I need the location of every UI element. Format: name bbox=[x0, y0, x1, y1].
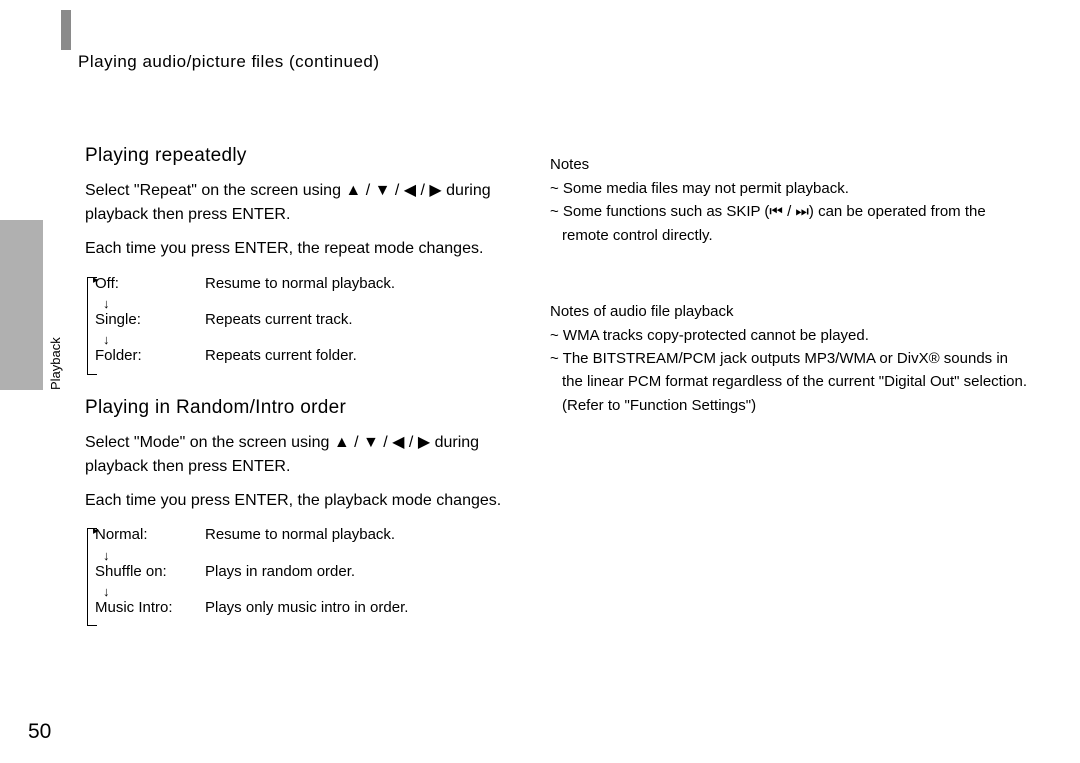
mode-key: Single: bbox=[95, 310, 205, 330]
random-p2: Each time you press ENTER, the playback … bbox=[85, 489, 505, 514]
mode-row: Normal: Resume to normal playback. bbox=[95, 525, 505, 545]
side-tab-label: Playback bbox=[48, 337, 63, 390]
mode-row: Off: Resume to normal playback. bbox=[95, 274, 505, 294]
mode-key: Shufﬂe on: bbox=[95, 562, 205, 582]
note-line: ~ Some functions such as SKIP (⏮ / ⏭) ca… bbox=[550, 200, 1030, 247]
mode-row: Shufﬂe on: Plays in random order. bbox=[95, 562, 505, 582]
mode-val: Resume to normal playback. bbox=[205, 525, 505, 545]
mode-key: Folder: bbox=[95, 346, 205, 366]
left-column: Playing repeatedly Select "Repeat" on th… bbox=[85, 145, 505, 648]
note-line: ~ Some media ﬁles may not permit playbac… bbox=[550, 177, 1030, 200]
mode-key: Off: bbox=[95, 274, 205, 294]
repeat-modes: ▸ Off: Resume to normal playback. ↓ Sing… bbox=[95, 274, 505, 367]
cycle-bracket bbox=[87, 528, 97, 626]
repeat-p1: Select "Repeat" on the screen using ▲ / … bbox=[85, 179, 505, 227]
mode-row: Music Intro: Plays only music intro in o… bbox=[95, 598, 505, 618]
cycle-bracket bbox=[87, 277, 97, 375]
mode-key: Normal: bbox=[95, 525, 205, 545]
down-arrow-icon: ↓ bbox=[95, 548, 505, 562]
mode-val: Plays in random order. bbox=[205, 562, 505, 582]
down-arrow-icon: ↓ bbox=[95, 332, 505, 346]
mode-key: Music Intro: bbox=[95, 598, 205, 618]
page-number: 50 bbox=[28, 720, 51, 744]
mode-val: Resume to normal playback. bbox=[205, 274, 505, 294]
heading-repeat: Playing repeatedly bbox=[85, 145, 505, 167]
mode-val: Plays only music intro in order. bbox=[205, 598, 505, 618]
cycle-arrow-icon: ▸ bbox=[93, 273, 99, 286]
note-line: ~ WMA tracks copy-protected cannot be pl… bbox=[550, 324, 1030, 347]
random-modes: ▸ Normal: Resume to normal playback. ↓ S… bbox=[95, 525, 505, 618]
mode-val: Repeats current track. bbox=[205, 310, 505, 330]
mode-row: Single: Repeats current track. bbox=[95, 310, 505, 330]
right-column: Notes ~ Some media ﬁles may not permit p… bbox=[550, 156, 1030, 417]
mode-val: Repeats current folder. bbox=[205, 346, 505, 366]
side-tab bbox=[0, 220, 43, 390]
page-marker bbox=[61, 10, 71, 50]
section-header: Playing audio/picture ﬁles (continued) bbox=[78, 52, 380, 72]
notes-block-2: Notes of audio ﬁle playback ~ WMA tracks… bbox=[550, 303, 1030, 417]
mode-row: Folder: Repeats current folder. bbox=[95, 346, 505, 366]
cycle-arrow-icon: ▸ bbox=[93, 524, 99, 537]
note-line: ~ The BITSTREAM/PCM jack outputs MP3/WMA… bbox=[550, 347, 1030, 417]
down-arrow-icon: ↓ bbox=[95, 584, 505, 598]
repeat-p2: Each time you press ENTER, the repeat mo… bbox=[85, 237, 505, 262]
random-p1: Select "Mode" on the screen using ▲ / ▼ … bbox=[85, 431, 505, 479]
notes-heading: Notes bbox=[550, 156, 1030, 173]
down-arrow-icon: ↓ bbox=[95, 296, 505, 310]
notes-block-1: Notes ~ Some media ﬁles may not permit p… bbox=[550, 156, 1030, 247]
notes-heading: Notes of audio ﬁle playback bbox=[550, 303, 1030, 320]
heading-random: Playing in Random/Intro order bbox=[85, 397, 505, 419]
